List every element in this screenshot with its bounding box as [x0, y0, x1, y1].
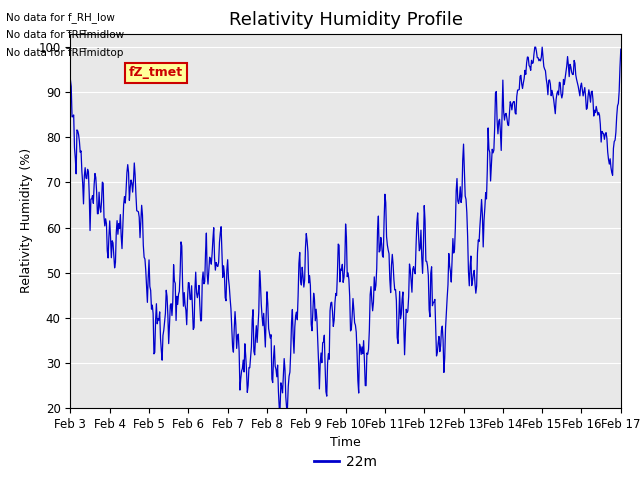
- Text: No data for f_RH_low: No data for f_RH_low: [6, 12, 115, 23]
- X-axis label: Time: Time: [330, 436, 361, 449]
- Title: Relativity Humidity Profile: Relativity Humidity Profile: [228, 11, 463, 29]
- Text: No data for f̅RH̅midtop: No data for f̅RH̅midtop: [6, 48, 124, 59]
- Y-axis label: Relativity Humidity (%): Relativity Humidity (%): [20, 148, 33, 293]
- Text: No data for f̅RH̅midlow: No data for f̅RH̅midlow: [6, 30, 125, 40]
- Text: fZ_tmet: fZ_tmet: [129, 66, 183, 79]
- Legend: 22m: 22m: [308, 449, 383, 474]
